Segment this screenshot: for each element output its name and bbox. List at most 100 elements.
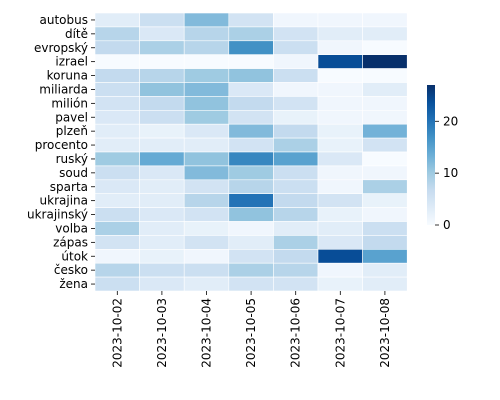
y-tick-label: žena [59,277,88,291]
heatmap-cell [317,68,363,83]
heatmap-cell [317,235,363,250]
heatmap-cell [317,110,363,125]
heatmap-cell [94,110,140,125]
heatmap-cell [317,26,363,42]
heatmap-cell [139,207,185,222]
heatmap-cell [362,193,408,208]
heatmap-cell [362,68,408,83]
y-tick-label: koruna [47,69,88,83]
y-tick-label: pavel [55,110,88,124]
heatmap-cell [183,26,230,42]
heatmap-cell [183,12,230,28]
y-axis-tick-labels: autobusdítěevropskýizraelkorunamiliardam… [27,13,95,291]
heatmap-cell [183,165,230,181]
heatmap-cell [183,221,230,236]
heatmap-cell [94,179,140,195]
heatmap-cell [94,123,140,139]
heatmap-cell [273,165,319,181]
heatmap-cell [273,40,319,55]
heatmap-cell [94,193,140,208]
heatmap-cell [183,54,230,69]
heatmap-cell [317,123,363,139]
heatmap-cell [139,96,185,111]
heatmap-cell [139,262,185,278]
x-tick-label: 2023-10-02 [110,298,124,368]
heatmap-cell [183,96,230,111]
heatmap-cell [183,110,230,125]
heatmap-cell [273,82,319,97]
heatmap-cell [139,151,185,167]
heatmap-cell [139,40,185,55]
colorbar: 0 10 20 [427,85,458,232]
x-tick-label: 2023-10-03 [155,298,169,368]
heatmap-cell [183,235,230,250]
heatmap-cell [139,110,185,125]
heatmap-cell [228,123,274,139]
colorbar-tick-label: 20 [443,114,458,128]
heatmap-cell [273,235,319,250]
heatmap-cell [94,82,140,97]
heatmap-cell [273,221,319,236]
heatmap-cell [273,68,319,83]
heatmap-cell [317,221,363,236]
heatmap-cell [228,110,274,125]
heatmap-cell [362,123,408,139]
heatmap-cell [362,221,408,236]
y-tick-label: volba [55,221,88,235]
heatmap-cell [183,193,230,208]
y-tick-label: soud [59,166,88,180]
heatmap-cell [139,123,185,139]
y-tick-label: milión [51,96,88,110]
y-tick-label: ruský [56,152,88,166]
colorbar-ticks: 0 10 20 [435,114,458,232]
heatmap-cell [139,276,185,292]
heatmap-cell [94,249,140,264]
heatmap-cell [183,262,230,278]
heatmap-cell [94,207,140,222]
heatmap-cell [139,165,185,181]
heatmap-cell [94,137,140,153]
colorbar-gradient [427,85,435,225]
y-tick-label: ukrajina [40,194,88,208]
y-tick-label: plzeň [56,124,88,138]
heatmap-cell [139,26,185,42]
heatmap-cell [317,96,363,111]
heatmap-cell [317,207,363,222]
y-tick-label: evropský [34,41,88,55]
heatmap-cell [273,262,319,278]
heatmap-cell [317,40,363,55]
heatmap-cell [94,68,140,83]
heatmap-cell [139,221,185,236]
heatmap-cell [362,151,408,167]
heatmap-cell [183,151,230,167]
heatmap-cell [94,40,140,55]
heatmap-cell [183,207,230,222]
colorbar-tick-label: 10 [443,166,458,180]
heatmap-cell [317,137,363,153]
heatmap-cell [362,165,408,181]
heatmap-cell [228,96,274,111]
heatmap-cell [273,179,319,195]
heatmap-cell [273,110,319,125]
heatmap-cell [362,82,408,97]
x-tick-label: 2023-10-04 [200,298,214,368]
heatmap-cell [273,151,319,167]
heatmap-cell [94,54,140,69]
heatmap-cell [317,82,363,97]
heatmap-cell [228,276,274,292]
heatmap-cell [273,12,319,28]
heatmap-cell [139,54,185,69]
y-tick-label: ukrajinský [27,208,88,222]
heatmap-cell [228,165,274,181]
heatmap-cell [273,249,319,264]
heatmap-cell [94,262,140,278]
heatmap-cell [362,276,408,292]
x-tick-label: 2023-10-05 [244,298,258,368]
heatmap-cell [139,12,185,28]
heatmap-cell [139,82,185,97]
y-tick-label: miliarda [39,82,88,96]
heatmap-cell [183,179,230,195]
heatmap-cell [94,96,140,111]
heatmap-cell [183,82,230,97]
heatmap-cell [94,26,140,42]
